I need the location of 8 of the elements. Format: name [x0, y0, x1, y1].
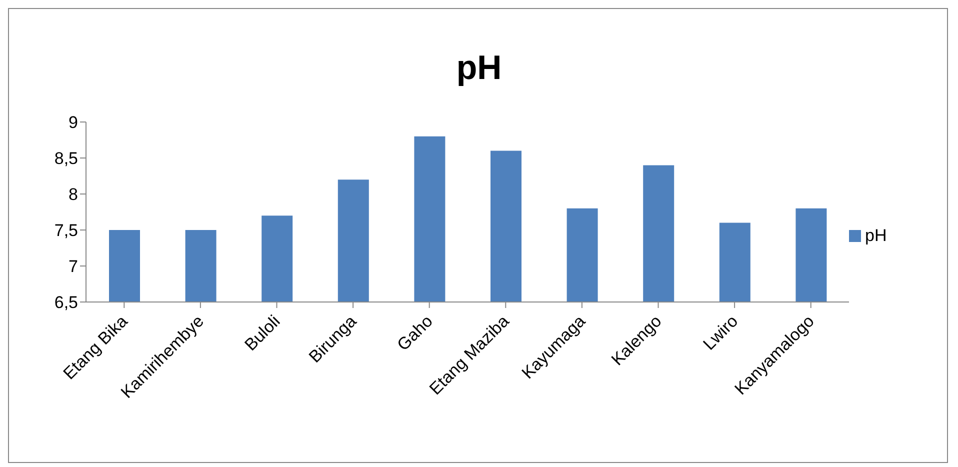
y-tick-label: 8,5: [54, 149, 78, 168]
y-tick-label: 8: [68, 185, 78, 204]
legend-label: pH: [865, 226, 887, 244]
chart-title: pH: [455, 49, 503, 88]
y-tick-label: 6,5: [54, 293, 78, 312]
y-tick-label: 9: [68, 113, 78, 132]
y-tick-label: 7,5: [54, 221, 78, 240]
y-tick-label: 7: [68, 257, 78, 276]
